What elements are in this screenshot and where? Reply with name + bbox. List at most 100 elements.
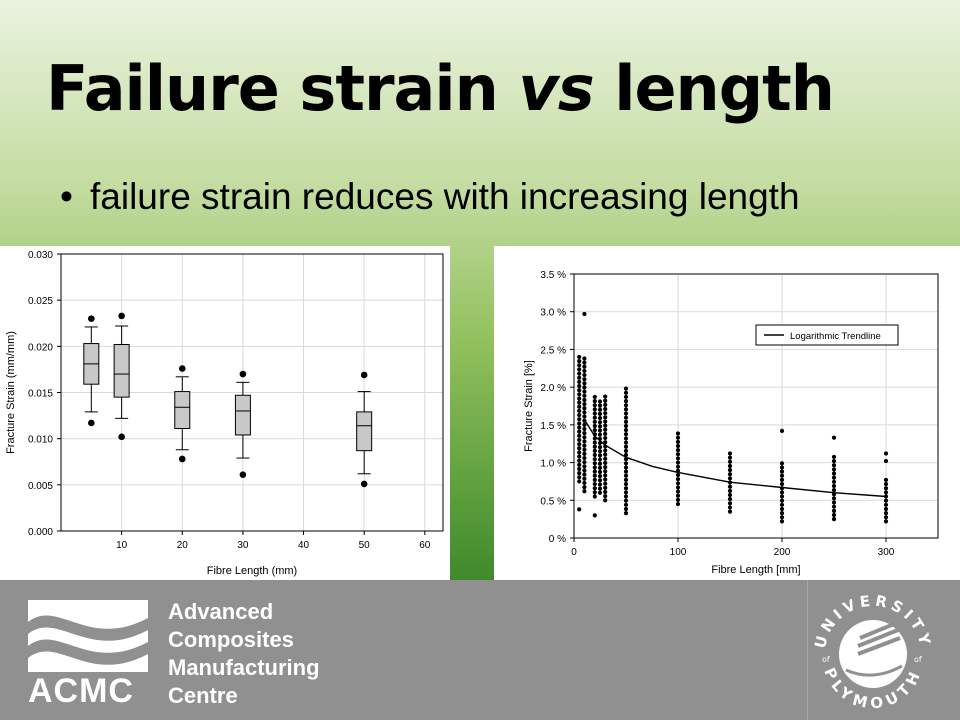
data-point (623, 419, 629, 424)
data-point (577, 363, 582, 368)
data-point (577, 454, 582, 459)
bullet-text: failure strain reduces with increasing l… (90, 176, 800, 217)
data-point (727, 463, 733, 469)
data-point (592, 465, 597, 470)
data-point (582, 381, 587, 386)
data-point (603, 489, 608, 495)
data-point (577, 404, 582, 409)
data-point (592, 452, 597, 458)
acmc-logo-icon (28, 600, 148, 672)
data-point (597, 411, 603, 417)
data-point (883, 519, 889, 524)
data-point (727, 455, 733, 460)
data-point (831, 496, 837, 501)
data-point (675, 497, 681, 503)
data-point (577, 396, 582, 401)
data-point (577, 400, 582, 405)
y-tick-label: 0.025 (28, 296, 53, 307)
data-point (603, 494, 608, 499)
data-point (779, 490, 785, 495)
data-point (577, 458, 582, 463)
outlier-point (178, 455, 186, 463)
y-tick-label: 0.020 (28, 342, 53, 353)
data-point (727, 451, 733, 456)
data-point (582, 385, 587, 390)
data-point (623, 486, 629, 491)
data-point (779, 511, 785, 516)
data-point (582, 402, 587, 407)
data-point (779, 494, 785, 499)
data-point (577, 471, 582, 476)
footer-bar: ACMC Advanced Composites Manufacturing C… (0, 580, 960, 720)
data-point (603, 481, 608, 486)
data-point (883, 458, 889, 464)
y-tick-label: 0.010 (28, 435, 53, 446)
slide-title: Failure strain vs length (46, 52, 835, 125)
data-point (582, 468, 587, 473)
data-point (623, 415, 629, 420)
x-tick-label: 100 (670, 547, 687, 558)
data-point (592, 448, 597, 453)
data-point (577, 383, 582, 389)
data-point (597, 449, 603, 454)
data-point (779, 469, 785, 474)
data-point (727, 501, 733, 506)
data-point (831, 458, 837, 464)
y-axis-label: Fracture Strain (mm/mm) (5, 331, 17, 454)
data-point (597, 445, 603, 450)
data-point (779, 519, 785, 524)
data-point (577, 462, 582, 467)
y-tick-label: 1.5 % (540, 421, 566, 432)
data-point (603, 498, 608, 503)
y-tick-label: 3.0 % (540, 308, 566, 319)
data-point (603, 477, 608, 482)
data-point (623, 423, 629, 429)
data-point (727, 484, 733, 489)
data-point (592, 440, 597, 445)
data-point (603, 427, 608, 432)
data-point (831, 475, 837, 480)
bullet-item: • failure strain reduces with increasing … (60, 176, 800, 218)
data-point (831, 500, 837, 505)
y-tick-label: 0.030 (28, 250, 53, 261)
data-point (883, 451, 889, 456)
y-axis-label: Fracture Strain [%] (523, 360, 535, 452)
data-point (623, 502, 629, 507)
data-point (597, 415, 603, 421)
data-point (831, 483, 837, 489)
data-point (623, 469, 629, 474)
plot-frame (573, 273, 939, 539)
data-point (592, 415, 597, 420)
bullet-icon: • (60, 176, 73, 217)
y-tick-label: 0.015 (28, 389, 53, 400)
data-point (779, 515, 785, 520)
data-point (623, 465, 629, 470)
data-point (623, 436, 629, 441)
points-10mm (582, 311, 587, 494)
data-point (577, 408, 582, 414)
data-point (582, 484, 587, 490)
outlier-point (239, 471, 247, 478)
data-point (623, 432, 629, 437)
y-tick-label: 0.000 (28, 527, 53, 538)
x-tick-label: 40 (298, 540, 310, 551)
data-point (675, 439, 681, 444)
data-point (577, 367, 582, 372)
data-point (727, 459, 733, 464)
data-point (623, 411, 629, 416)
data-point (582, 410, 587, 415)
data-point (577, 392, 582, 397)
data-point (577, 388, 582, 393)
data-point (597, 403, 603, 408)
x-tick-label: 200 (774, 547, 791, 558)
data-point (603, 394, 608, 399)
data-point (883, 481, 889, 487)
data-point (577, 479, 582, 484)
data-point (883, 486, 889, 491)
acmc-line: Centre (168, 683, 238, 708)
acmc-line: Composites (168, 627, 294, 652)
legend: Logarithmic Trendline (755, 324, 899, 346)
data-point (623, 386, 629, 391)
data-point (883, 515, 889, 520)
points-50mm (623, 386, 629, 516)
